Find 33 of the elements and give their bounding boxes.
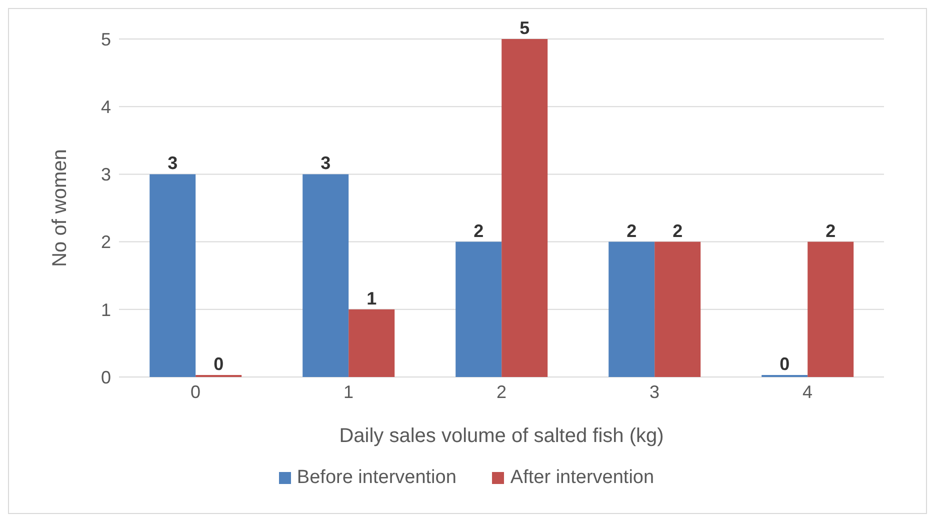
x-tick-label: 1 xyxy=(343,382,354,402)
x-tick-label: 0 xyxy=(190,382,201,402)
data-label: 2 xyxy=(672,220,683,241)
bar xyxy=(808,242,854,377)
x-tick-label: 2 xyxy=(496,382,507,402)
x-tick-label: 3 xyxy=(649,382,660,402)
data-label: 0 xyxy=(214,354,224,374)
x-tick-label: 4 xyxy=(802,382,813,402)
y-tick-label: 2 xyxy=(100,232,111,252)
data-label: 5 xyxy=(520,18,530,38)
y-axis-title: No of women xyxy=(49,149,72,267)
bar xyxy=(348,309,395,377)
y-tick-label: 5 xyxy=(100,29,111,50)
y-tick-label: 4 xyxy=(100,96,111,117)
data-label: 1 xyxy=(366,288,377,308)
y-tick-label: 1 xyxy=(100,300,111,320)
bar xyxy=(456,242,502,377)
bar xyxy=(654,242,701,377)
data-label: 2 xyxy=(474,220,484,241)
y-tick-label: 3 xyxy=(100,164,111,185)
legend-label: Before intervention xyxy=(296,467,456,489)
y-tick-label: 0 xyxy=(100,367,111,388)
bar xyxy=(302,174,349,377)
legend-label: After intervention xyxy=(509,467,654,489)
bar xyxy=(608,242,655,377)
x-axis-title: Daily sales volume of salted fish (kg) xyxy=(339,425,664,447)
data-label: 3 xyxy=(320,153,331,174)
data-label: 2 xyxy=(626,220,637,241)
data-label: 2 xyxy=(826,220,836,241)
bar xyxy=(150,174,196,377)
data-label: 3 xyxy=(168,153,178,174)
data-label: 0 xyxy=(780,354,790,374)
bar xyxy=(502,39,548,377)
